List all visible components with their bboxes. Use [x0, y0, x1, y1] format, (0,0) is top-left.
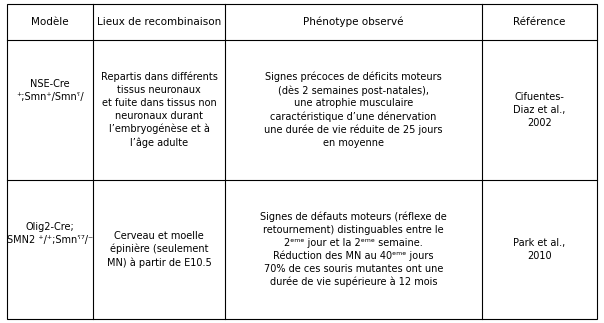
Text: Modèle: Modèle [31, 17, 69, 27]
Text: Signes de défauts moteurs (réflexe de
retournement) distinguables entre le
2ᵉᵐᵉ : Signes de défauts moteurs (réflexe de re… [260, 212, 447, 287]
Text: Phénotype observé: Phénotype observé [303, 17, 404, 27]
Text: Cifuentes-
Diaz et al.,
2002: Cifuentes- Diaz et al., 2002 [513, 92, 565, 128]
Text: Park et al.,
2010: Park et al., 2010 [513, 238, 565, 261]
Text: Référence: Référence [513, 17, 565, 27]
Text: NSE-Cre
⁺;Smn⁺/Smnˤ/: NSE-Cre ⁺;Smn⁺/Smnˤ/ [16, 79, 84, 102]
Text: Repartis dans différents
tissus neuronaux
et fuite dans tissus non
neuronaux dur: Repartis dans différents tissus neuronau… [101, 72, 217, 148]
Text: Cerveau et moelle
épinière (seulement
MN) à partir de E10.5: Cerveau et moelle épinière (seulement MN… [107, 231, 211, 268]
Text: Signes précoces de déficits moteurs
(dès 2 semaines post-natales),
une atrophie : Signes précoces de déficits moteurs (dès… [265, 72, 443, 148]
Text: Lieux de recombinaison: Lieux de recombinaison [97, 17, 221, 27]
Text: Olig2-Cre;
SMN2 ⁺/⁺;Smnˤ⁷/⁻: Olig2-Cre; SMN2 ⁺/⁺;Smnˤ⁷/⁻ [7, 222, 93, 245]
